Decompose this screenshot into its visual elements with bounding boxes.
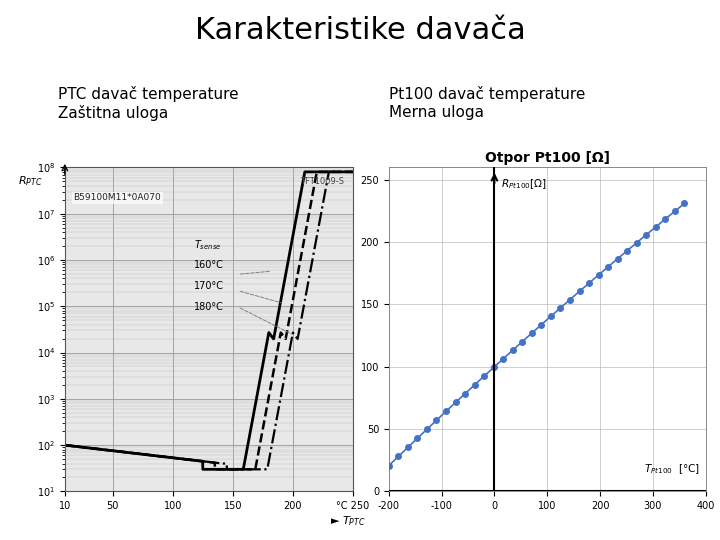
Text: Pt100 davač temperature
Merna uloga: Pt100 davač temperature Merna uloga — [389, 86, 585, 120]
Text: B59100M11*0A070: B59100M11*0A070 — [73, 193, 161, 202]
Text: 180°C: 180°C — [194, 302, 224, 312]
Text: $R_{Pt100}$[Ω]: $R_{Pt100}$[Ω] — [500, 177, 546, 191]
Text: $T_{sense}$: $T_{sense}$ — [194, 239, 222, 253]
Text: PTC davač temperature
Zaštitna uloga: PTC davač temperature Zaštitna uloga — [58, 86, 238, 121]
Title: Otpor Pt100 [Ω]: Otpor Pt100 [Ω] — [485, 151, 610, 165]
Text: 170°C: 170°C — [194, 281, 225, 291]
Text: $T_{Pt100}$  [°C]: $T_{Pt100}$ [°C] — [644, 463, 701, 476]
Text: ► $T_{PTC}$: ► $T_{PTC}$ — [330, 514, 366, 528]
Text: 160°C: 160°C — [194, 260, 224, 270]
Text: $R_{PTC}$: $R_{PTC}$ — [18, 174, 42, 188]
Text: TFT1009-S: TFT1009-S — [300, 177, 344, 186]
Text: Karakteristike davača: Karakteristike davača — [194, 16, 526, 45]
